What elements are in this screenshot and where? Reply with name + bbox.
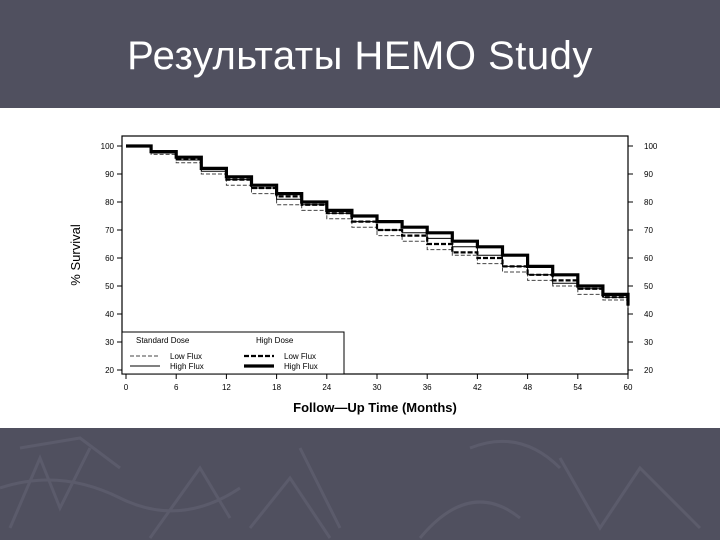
y-tick-label-right: 20: [644, 366, 653, 375]
y-tick-label-left: 50: [105, 282, 114, 291]
y-tick-label-left: 60: [105, 254, 114, 263]
y-tick-label-left: 80: [105, 198, 114, 207]
legend: Standard Dose High Dose Low Flux High Fl…: [121, 331, 345, 375]
legend-box: [121, 331, 345, 375]
y-tick-label-right: 60: [644, 254, 653, 263]
x-tick-label: 0: [124, 383, 129, 392]
slide-title: Результаты HEMO Study: [127, 34, 593, 78]
y-tick-label-right: 70: [644, 226, 653, 235]
series-line-4: [126, 144, 630, 306]
y-tick-label-left: 20: [105, 366, 114, 375]
legend-high-high-label: High Flux: [284, 362, 318, 371]
x-tick-label: 42: [473, 383, 482, 392]
x-tick-label: 18: [272, 383, 281, 392]
y-tick-label-right: 80: [644, 198, 653, 207]
background-decoration: [0, 436, 702, 539]
series-layer: [126, 144, 630, 309]
x-tick-label: 6: [174, 383, 179, 392]
y-tick-label-left: 40: [105, 310, 114, 319]
chart-panel: 100 90 80 70 60 50 40 30 20 100 90 80 70 60 50 40 30 20 …: [0, 108, 720, 428]
x-tick-label: 36: [423, 383, 432, 392]
y-tick-label-right: 90: [644, 170, 653, 179]
plot-frame: [121, 135, 629, 375]
y-tick-label-left: 70: [105, 226, 114, 235]
y-tick-label-left: 30: [105, 338, 114, 347]
x-tick-label: 54: [573, 383, 582, 392]
x-tick-label: 48: [523, 383, 532, 392]
x-axis-label: Follow—Up Time (Months): [293, 400, 457, 415]
legend-high-low-label: Low Flux: [284, 352, 316, 361]
series-line-1: [126, 145, 629, 309]
x-axis: 0 6 12 18 24 30 36 42 48 54 60: [124, 374, 633, 392]
x-tick-label: 30: [373, 383, 382, 392]
y-tick-label-right: 50: [644, 282, 653, 291]
legend-standard-high-label: High Flux: [170, 362, 204, 371]
y-axis-right: 100 90 80 70 60 50 40 30 20: [628, 142, 658, 375]
x-tick-label: 60: [624, 383, 633, 392]
legend-standard-low-label: Low Flux: [170, 352, 202, 361]
y-axis-label: % Survival: [68, 224, 83, 286]
legend-standard-heading: Standard Dose: [136, 336, 190, 345]
y-tick-label-right: 100: [644, 142, 658, 151]
y-tick-label-left: 100: [101, 142, 115, 151]
x-tick-label: 24: [322, 383, 331, 392]
x-tick-label: 12: [222, 383, 231, 392]
y-tick-label-right: 30: [644, 338, 653, 347]
series-line-2: [126, 145, 629, 306]
legend-high-heading: High Dose: [256, 336, 294, 345]
y-tick-label-left: 90: [105, 170, 114, 179]
y-axis-left: 100 90 80 70 60 50 40 30 20: [101, 142, 122, 375]
y-tick-label-right: 40: [644, 310, 653, 319]
